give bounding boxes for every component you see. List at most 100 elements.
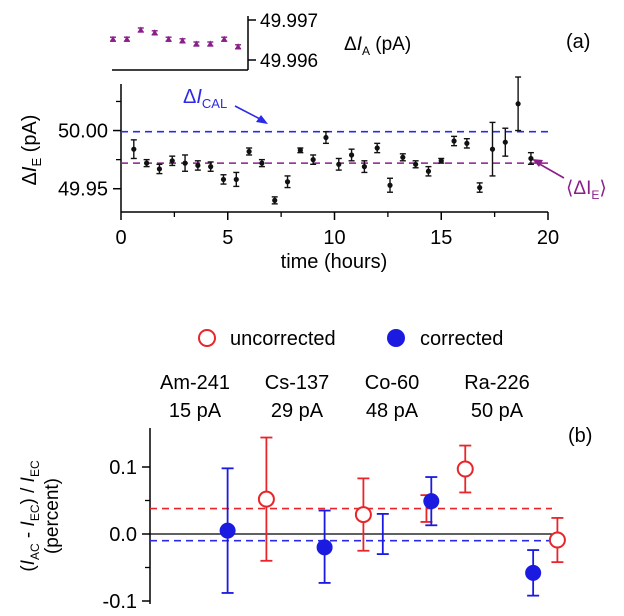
category-current: 50 pA xyxy=(471,400,524,422)
category-name: Co-60 xyxy=(365,372,419,394)
panel-a-y-tick-label: 50.00 xyxy=(58,121,108,143)
inset-ylabel-delta: Δ xyxy=(344,34,357,55)
panel-b-y-axis-label: (IAC - IEC) / IEC xyxy=(18,460,42,572)
corrected-point xyxy=(423,493,440,510)
data-point xyxy=(477,184,483,191)
panel-b: uncorrected corrected Am-241 15 pA Cs-137 2… xyxy=(18,328,592,613)
uncorrected-point xyxy=(354,506,372,524)
panel-a-x-ticks: 0 5 10 15 20 xyxy=(115,212,559,249)
panel-a-y-axis-label: ΔIE (pA) xyxy=(19,115,44,186)
b-ylabel-sub1: AC xyxy=(28,543,42,560)
data-point xyxy=(515,101,521,107)
data-point xyxy=(502,139,508,145)
data-point xyxy=(208,164,214,170)
inset-data-point xyxy=(123,35,131,42)
category-name: Ra-226 xyxy=(464,372,530,394)
data-point xyxy=(169,158,175,164)
category-current: 48 pA xyxy=(366,400,419,422)
uncorrected-point xyxy=(257,490,275,508)
legend-corrected-marker xyxy=(387,329,405,347)
panel-a-x-axis-label: time (hours) xyxy=(281,251,388,273)
panel-b-label: (b) xyxy=(568,425,592,447)
panel-a-y-ticks: 49.95 50.00 xyxy=(58,100,121,201)
inset-data-point xyxy=(137,26,144,33)
mean-var: I xyxy=(586,178,591,199)
inset-y-tick-label: 49.996 xyxy=(260,51,318,72)
panel-b-y-tick-label: 0.1 xyxy=(109,457,137,479)
b-ylabel-open: ( xyxy=(18,565,39,572)
mean-close: ⟩ xyxy=(599,178,606,199)
inset-plot: 49.997 49.996 ΔIA (pA) xyxy=(109,11,411,72)
inset-data-point xyxy=(234,43,242,50)
ylabel-sub: E xyxy=(29,158,44,167)
data-point xyxy=(528,155,534,162)
data-point xyxy=(451,138,457,144)
data-point xyxy=(413,161,419,167)
data-point xyxy=(425,168,432,174)
mean-arrowhead xyxy=(532,159,543,167)
b-ylabel-var2: I xyxy=(18,520,39,526)
data-point xyxy=(489,146,496,152)
data-point xyxy=(195,162,201,169)
b-ylabel-slash: ) / xyxy=(18,482,39,504)
inset-data-point xyxy=(193,40,200,47)
mean-annotation: ⟨ΔIE⟩ xyxy=(566,178,607,202)
category-name: Cs-137 xyxy=(265,372,329,394)
ylabel-delta: Δ xyxy=(19,172,41,185)
category-labels: Am-241 15 pA Cs-137 29 pA Co-60 48 pA Ra-226 50… xyxy=(160,372,530,422)
mean-sub: E xyxy=(591,188,599,202)
panel-a-x-tick-label: 0 xyxy=(115,227,126,249)
mean-arrow xyxy=(535,161,565,179)
data-point xyxy=(310,157,316,163)
data-point xyxy=(348,152,355,158)
data-point xyxy=(361,164,367,170)
panel-b-markers xyxy=(219,436,566,597)
panel-a-label: (a) xyxy=(566,31,590,53)
data-point xyxy=(284,179,291,185)
b-ylabel-var3: I xyxy=(18,476,39,482)
cal-arrowhead xyxy=(256,115,268,124)
legend-uncorrected-label: uncorrected xyxy=(230,328,336,350)
inset-data-point xyxy=(221,35,228,42)
data-point xyxy=(297,147,303,153)
inset-data-point xyxy=(179,37,186,44)
data-point xyxy=(220,176,227,183)
uncorrected-point xyxy=(456,460,474,478)
panel-a-markers xyxy=(130,76,534,205)
uncorrected-point xyxy=(548,531,566,549)
data-point xyxy=(259,160,265,166)
mean-open: ⟨Δ xyxy=(566,178,586,199)
inset-ylabel-var: I xyxy=(357,34,363,55)
cal-delta: Δ xyxy=(183,86,196,108)
category-name: Am-241 xyxy=(160,372,230,394)
corrected-point xyxy=(219,522,236,539)
ylabel-unit: (pA) xyxy=(19,115,41,158)
b-ylabel-minus: - xyxy=(18,526,39,543)
inset-data-point xyxy=(109,35,117,42)
b-ylabel-var1: I xyxy=(18,559,39,565)
b-ylabel-sub3: EC xyxy=(28,460,42,477)
cal-var: I xyxy=(196,86,202,108)
data-point xyxy=(374,145,380,151)
inset-data-point xyxy=(165,35,172,42)
inset-ylabel-sub: A xyxy=(362,44,370,58)
data-point xyxy=(336,161,342,167)
data-point xyxy=(323,134,329,141)
data-point xyxy=(246,148,252,155)
corrected-point xyxy=(316,539,333,556)
ylabel-var: I xyxy=(19,166,41,172)
data-point xyxy=(438,158,444,164)
data-point xyxy=(182,160,188,166)
inset-data-point xyxy=(207,40,214,47)
cal-arrow xyxy=(234,105,263,121)
inset-y-tick-label: 49.997 xyxy=(260,11,318,32)
data-point xyxy=(233,176,239,183)
legend: uncorrected corrected xyxy=(198,328,503,350)
category-current: 15 pA xyxy=(169,400,222,422)
panel-b-y-tick-label: -0.1 xyxy=(103,591,137,613)
data-point xyxy=(387,182,393,188)
category-current: 29 pA xyxy=(271,400,324,422)
inset-markers xyxy=(109,26,242,50)
panel-b-y-ticks: 0.1 0.0 -0.1 xyxy=(103,457,150,613)
